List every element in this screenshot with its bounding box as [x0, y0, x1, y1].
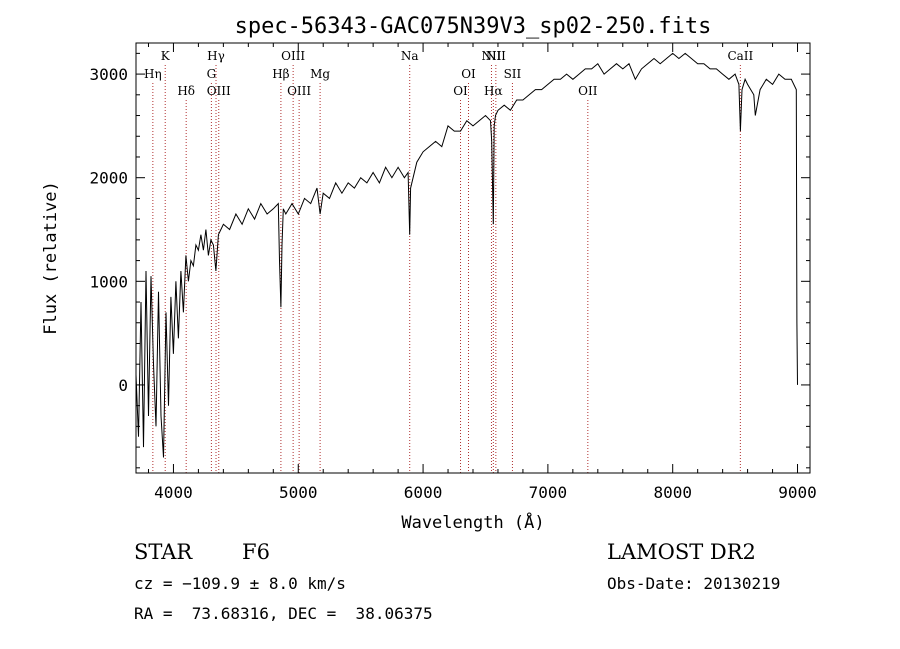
y-tick-label: 0	[118, 376, 128, 395]
x-tick-label: 9000	[778, 483, 817, 502]
line-label: NII	[481, 49, 501, 63]
observation-date: Obs-Date: 20130219	[607, 574, 781, 593]
line-label: OI	[453, 84, 468, 98]
y-axis-label: Flux (relative)	[41, 181, 61, 335]
line-label: Hγ	[207, 49, 225, 63]
chart-title: spec-56343-GAC075N39V3_sp02-250.fits	[235, 14, 712, 39]
line-label: K	[161, 49, 171, 63]
line-markers	[152, 65, 741, 473]
line-labels: HηKHδGHγOIIIHβOIIIOIIIMgNaOIOINIIHαNIISI…	[144, 49, 753, 98]
line-label: Na	[401, 49, 419, 63]
x-tick-label: 6000	[404, 483, 443, 502]
y-tick-label: 1000	[89, 272, 128, 291]
x-axis-ticks: 4000 5000 6000 7000 8000 9000	[147, 43, 817, 502]
y-tick-label: 2000	[89, 169, 128, 188]
x-tick-label: 7000	[529, 483, 568, 502]
line-label: OIII	[207, 84, 231, 98]
coordinates: RA = 73.68316, DEC = 38.06375	[134, 604, 433, 623]
x-tick-label: 4000	[154, 483, 193, 502]
object-subclass: F6	[242, 540, 270, 564]
line-label: CaII	[727, 49, 753, 63]
object-class: STAR	[134, 540, 193, 564]
x-tick-label: 5000	[279, 483, 318, 502]
line-label: OIII	[281, 49, 305, 63]
plot-frame	[135, 42, 811, 474]
x-axis-label: Wavelength (Å)	[401, 511, 544, 533]
line-label: Hβ	[272, 67, 289, 81]
line-label: Hα	[484, 84, 503, 98]
line-label: Mg	[310, 67, 330, 81]
line-label: SII	[504, 67, 522, 81]
line-label: NII	[486, 49, 506, 63]
line-label: OII	[578, 84, 598, 98]
y-tick-label: 3000	[89, 65, 128, 84]
survey-name: LAMOST DR2	[607, 540, 756, 564]
x-tick-label: 8000	[653, 483, 692, 502]
spectrum-line	[135, 52, 798, 458]
y-axis-ticks: 0 1000 2000 3000	[89, 52, 810, 469]
line-label: OI	[461, 67, 476, 81]
line-label: Hη	[144, 67, 162, 81]
redshift-velocity: cz = −109.9 ± 8.0 km/s	[134, 574, 346, 593]
spectrum-chart: spec-56343-GAC075N39V3_sp02-250.fits Hη K…	[41, 14, 817, 533]
line-label: Hδ	[177, 84, 195, 98]
line-label: G	[207, 67, 217, 81]
line-label: OIII	[287, 84, 311, 98]
